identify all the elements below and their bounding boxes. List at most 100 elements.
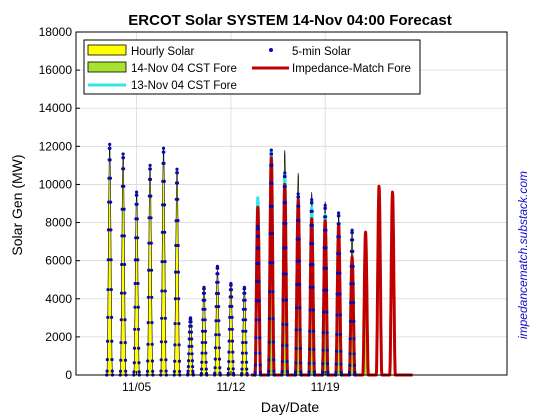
five-min-day-dots xyxy=(293,192,303,377)
five-min-day-dots xyxy=(105,142,115,377)
five-min-dot xyxy=(294,346,298,351)
five-min-dot xyxy=(230,315,234,319)
five-min-day-dots xyxy=(145,163,155,377)
five-min-dot xyxy=(296,192,300,196)
five-min-dot xyxy=(267,317,271,321)
y-tick-label: 0 xyxy=(65,368,72,382)
five-min-dot xyxy=(324,228,328,232)
five-min-dot xyxy=(324,246,328,250)
five-min-dot xyxy=(244,351,248,355)
five-min-dot xyxy=(351,282,355,286)
five-min-dot xyxy=(200,360,204,364)
five-min-dot xyxy=(243,291,247,295)
five-min-dot xyxy=(136,258,140,262)
five-min-dot xyxy=(298,282,302,287)
five-min-day-dots xyxy=(280,171,290,377)
five-min-dot xyxy=(110,339,114,343)
five-min-dot xyxy=(190,352,194,356)
five-min-dot xyxy=(217,319,221,323)
five-min-dot xyxy=(213,371,217,375)
five-min-dot xyxy=(216,291,220,296)
five-min-dot xyxy=(348,337,352,341)
x-axis-ticks: 11/05 11/12 11/19 xyxy=(122,371,340,394)
five-min-dot xyxy=(175,181,180,185)
five-min-dot xyxy=(295,259,299,263)
five-min-dot xyxy=(150,321,154,325)
legend-label-14nov: 14-Nov 04 CST Fore xyxy=(131,63,237,75)
five-min-dot xyxy=(281,322,285,327)
five-min-dot xyxy=(270,163,274,167)
five-min-dot xyxy=(123,358,128,362)
five-min-day-dots xyxy=(132,190,141,377)
five-min-day-dots xyxy=(253,224,263,377)
five-min-dot xyxy=(353,370,357,375)
five-min-dot xyxy=(149,268,154,272)
five-min-day-dots xyxy=(334,211,344,377)
five-min-dot xyxy=(256,224,260,228)
five-min-dot xyxy=(146,342,150,346)
five-min-dot xyxy=(199,371,203,376)
five-min-dot xyxy=(231,350,235,354)
five-min-dot xyxy=(321,348,325,352)
five-min-dot xyxy=(135,190,139,194)
five-min-dot xyxy=(230,327,234,331)
five-min-dot xyxy=(324,266,328,270)
five-min-dot xyxy=(136,305,140,309)
five-min-dot xyxy=(187,359,191,363)
five-min-dot xyxy=(324,215,328,219)
five-min-dot xyxy=(187,352,191,356)
five-min-dot xyxy=(267,369,271,373)
five-min-day-dots xyxy=(199,285,209,377)
five-min-dot xyxy=(132,361,136,365)
y-tick-label: 8000 xyxy=(45,216,72,230)
five-min-dot xyxy=(176,197,180,201)
five-min-day-dots xyxy=(307,198,317,377)
five-min-dot xyxy=(149,216,153,220)
five-min-dot xyxy=(351,238,355,242)
five-min-dot xyxy=(110,315,114,319)
five-min-dot xyxy=(200,329,205,333)
five-min-dot xyxy=(213,346,218,350)
five-min-dot xyxy=(243,298,247,302)
five-min-dot xyxy=(160,316,164,320)
five-min-dot xyxy=(351,249,355,253)
five-min-dot xyxy=(120,234,124,238)
five-min-dot xyxy=(213,357,217,361)
five-min-dot xyxy=(310,223,314,227)
five-min-dot xyxy=(172,369,176,374)
five-min-dot xyxy=(321,331,325,335)
five-min-dot xyxy=(240,367,244,371)
five-min-dot xyxy=(164,358,168,362)
five-min-dot xyxy=(231,360,235,364)
five-min-dot xyxy=(334,370,338,374)
x-tick-label: 11/05 xyxy=(122,380,151,394)
five-min-dot xyxy=(200,351,204,355)
five-min-dot xyxy=(308,347,312,351)
five-min-dot xyxy=(189,330,193,334)
five-min-dot xyxy=(348,319,353,323)
five-min-dot xyxy=(132,346,137,350)
five-min-dot xyxy=(285,359,289,364)
five-min-dot xyxy=(312,329,316,333)
five-min-dot xyxy=(283,174,287,179)
five-min-dot xyxy=(295,306,299,310)
five-min-dot xyxy=(308,308,312,312)
five-min-dot xyxy=(190,359,194,363)
five-min-dot xyxy=(310,201,314,205)
five-min-dot xyxy=(136,281,140,286)
y-axis-label: Solar Gen (MW) xyxy=(9,154,25,255)
five-min-dot xyxy=(281,343,285,347)
five-min-day-dots xyxy=(239,285,249,377)
five-min-dot xyxy=(241,318,245,322)
five-min-dot xyxy=(339,362,343,366)
five-min-dot xyxy=(243,318,248,322)
five-min-day-dots xyxy=(159,146,168,377)
five-min-dot xyxy=(284,272,288,276)
five-min-dot xyxy=(337,214,341,218)
five-min-dot xyxy=(348,363,352,367)
five-min-dot xyxy=(311,241,315,246)
five-min-dot xyxy=(124,369,128,373)
five-min-dot xyxy=(105,358,109,362)
five-min-dot xyxy=(217,333,221,337)
five-min-dot xyxy=(335,332,339,337)
